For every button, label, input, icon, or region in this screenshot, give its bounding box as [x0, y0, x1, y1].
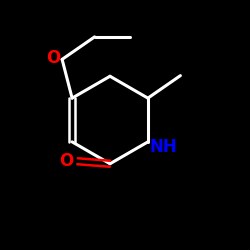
- Text: O: O: [59, 152, 73, 170]
- Text: NH: NH: [149, 138, 177, 156]
- Text: O: O: [46, 49, 60, 67]
